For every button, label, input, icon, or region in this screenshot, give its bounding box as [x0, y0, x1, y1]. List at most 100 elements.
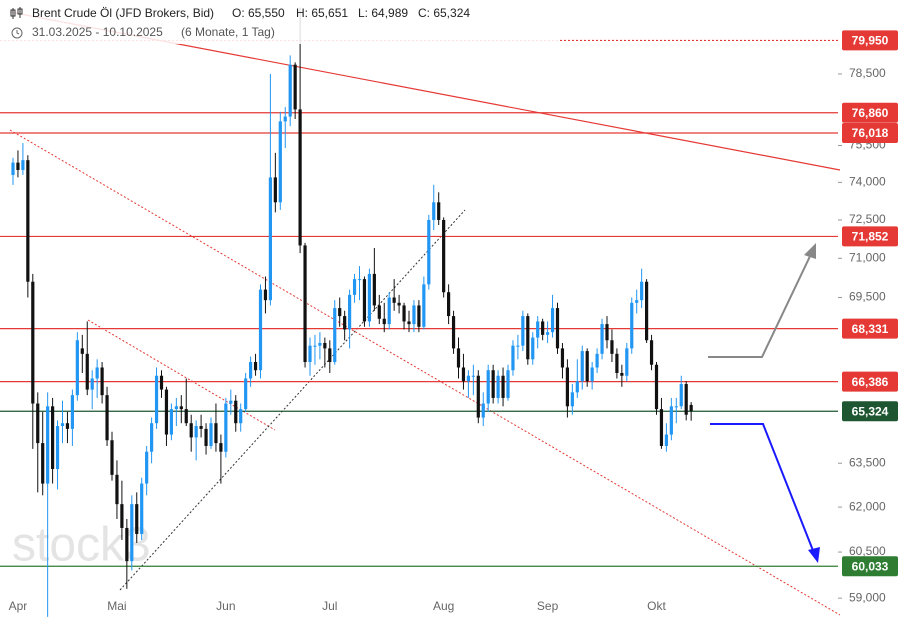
candle-body: [674, 406, 678, 408]
watermark: stock3: [12, 519, 151, 572]
candle-body: [417, 305, 421, 327]
level-box: [842, 122, 898, 143]
x-tick-label: Sep: [537, 599, 559, 613]
candle-body: [605, 324, 609, 341]
candle-body: [392, 297, 396, 303]
candle-body: [65, 423, 70, 429]
arrow-head: [804, 243, 816, 259]
level-box: [842, 318, 898, 339]
candle-body: [145, 451, 149, 484]
candle-body: [268, 177, 272, 301]
candle-body: [209, 423, 213, 446]
candle-body: [422, 284, 426, 327]
candle-body: [367, 273, 371, 322]
candle-body: [60, 423, 65, 427]
candle-body: [11, 162, 15, 175]
candle-body: [615, 353, 619, 373]
candle-body: [174, 406, 178, 410]
chart-title: Brent Crude Öl (JFD Brokers, Bid): [32, 6, 214, 20]
candle-body: [239, 409, 243, 424]
candle-body: [550, 308, 555, 333]
candle-body: [338, 308, 342, 317]
x-tick-label: Aug: [433, 599, 454, 613]
period: 31.03.2025 - 10.10.2025: [32, 25, 163, 39]
candle-body: [184, 409, 188, 424]
candle-body: [150, 423, 154, 452]
candle-body: [546, 332, 550, 335]
chart-icon: [10, 7, 23, 19]
candle-body: [654, 364, 659, 410]
level-label: 66,386: [852, 375, 889, 389]
y-tick-label: 62,000: [849, 499, 886, 513]
candle-body: [303, 245, 307, 363]
level-box: [842, 30, 898, 51]
candle-body: [645, 281, 649, 341]
candle-body: [234, 400, 238, 424]
period-note: (6 Monate, 1 Tag): [181, 25, 275, 39]
candle-body: [70, 395, 74, 429]
candle-body: [541, 321, 545, 335]
candle-body: [323, 342, 327, 349]
candle-body: [456, 348, 461, 368]
y-axis: 59,000 60,500 62,000 63,500 69,500 71,000 72,5…: [9, 66, 886, 613]
candle-body: [95, 367, 99, 379]
candle-body: [169, 409, 173, 435]
candle-body: [204, 428, 208, 446]
level-box: [842, 102, 898, 123]
candle-body: [75, 340, 79, 396]
clock-icon: [16, 30, 20, 35]
candle-body: [511, 345, 515, 371]
candle-body: [620, 372, 624, 376]
candle-body: [219, 443, 223, 452]
candle-body: [382, 318, 386, 325]
candle-body: [298, 109, 302, 246]
candle-body: [110, 440, 114, 475]
candle-body: [288, 64, 292, 117]
x-tick-label: Apr: [9, 599, 28, 613]
candle-body: [526, 316, 530, 360]
candle-body: [179, 406, 183, 410]
level-box: [842, 226, 898, 247]
y-tick-label: 74,000: [849, 175, 886, 189]
arrow-head: [808, 547, 820, 563]
candle-body: [105, 395, 109, 441]
candle-body: [521, 316, 525, 346]
header-value: L: 64,989: [358, 6, 408, 20]
candle-body: [476, 375, 480, 418]
header-value: O: 65,550: [232, 6, 285, 20]
candles: [11, 7, 693, 617]
level-label: 76,018: [852, 126, 889, 140]
candle-body: [684, 384, 688, 415]
candle-body: [249, 362, 253, 379]
candle-body: [229, 400, 233, 404]
candle-body: [125, 527, 129, 562]
candle-body: [501, 375, 505, 398]
y-tick-label: 78,500: [849, 66, 886, 80]
candle-body: [491, 370, 495, 398]
candle-body: [263, 289, 268, 301]
candle-body: [600, 324, 604, 354]
header-value: H: 65,651: [296, 6, 348, 20]
candle-body: [506, 370, 510, 398]
level-box: [842, 556, 898, 577]
candle-body: [278, 121, 282, 203]
candle-body: [580, 351, 584, 382]
candle-body: [640, 281, 644, 301]
candle-body: [461, 367, 466, 382]
candle-body: [199, 426, 203, 429]
x-tick-label: Jul: [322, 599, 337, 613]
level-label: 65,324: [852, 404, 889, 418]
candle-body: [244, 378, 248, 410]
candle-body: [377, 305, 381, 319]
candle-body: [55, 426, 60, 470]
candle-body: [635, 300, 639, 303]
candle-body: [387, 297, 391, 325]
level-box: [842, 401, 898, 422]
candle-body: [471, 375, 475, 377]
candle-body: [362, 279, 367, 322]
candle-body: [85, 353, 89, 390]
candle-body: [26, 160, 30, 282]
candle-body: [189, 423, 193, 438]
candle-body: [253, 362, 258, 371]
candle-body: [496, 375, 500, 398]
